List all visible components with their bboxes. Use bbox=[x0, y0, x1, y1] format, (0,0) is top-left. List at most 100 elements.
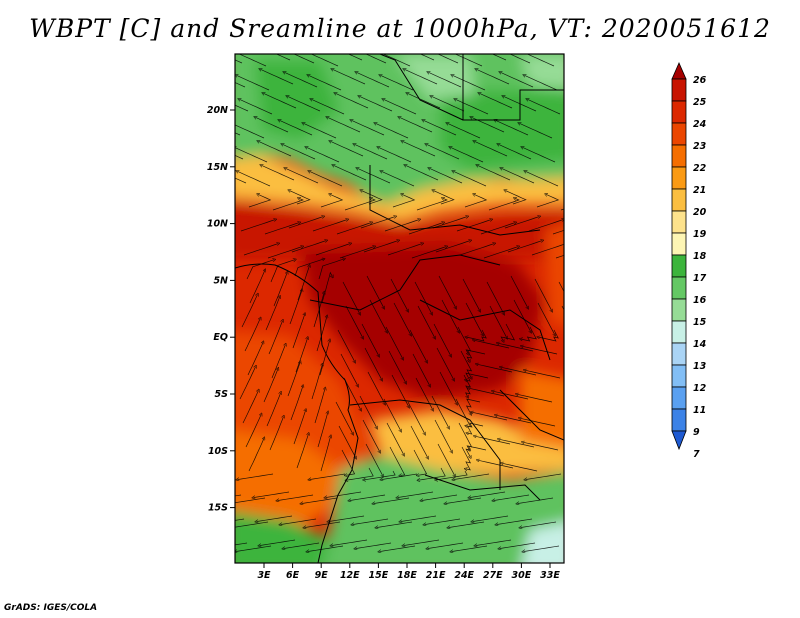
streamline bbox=[400, 515, 437, 522]
streamline bbox=[466, 372, 489, 381]
streamline bbox=[419, 467, 446, 480]
streamline bbox=[386, 422, 404, 455]
colorbar-segment bbox=[671, 320, 687, 344]
streamline bbox=[472, 412, 508, 421]
streamline bbox=[560, 208, 564, 211]
lon-tick-label: 21E bbox=[426, 570, 446, 581]
streamline bbox=[270, 260, 295, 283]
streamline bbox=[235, 542, 248, 546]
lat-tick-label: 15N bbox=[207, 162, 228, 173]
colorbar: 26 25 24 23 22 21 20 19 18 17 16 15 14 13 12 11 9 7 bbox=[671, 62, 707, 460]
streamline bbox=[500, 72, 534, 88]
streamline bbox=[437, 443, 455, 476]
streamline bbox=[301, 497, 338, 504]
streamline bbox=[318, 259, 344, 280]
streamline bbox=[375, 123, 409, 139]
streamline bbox=[320, 194, 344, 208]
streamline bbox=[475, 436, 511, 445]
streamline bbox=[521, 326, 537, 342]
streamline bbox=[267, 247, 302, 259]
streamline bbox=[381, 473, 418, 480]
colorbar-label: 14 bbox=[693, 339, 707, 350]
streamline bbox=[436, 470, 468, 480]
streamline bbox=[477, 165, 511, 181]
colorbar-segment bbox=[671, 298, 687, 322]
coastlines bbox=[235, 54, 564, 563]
streamline bbox=[522, 346, 558, 355]
streamline bbox=[524, 75, 558, 91]
streamline bbox=[354, 144, 388, 160]
streamline bbox=[332, 69, 366, 85]
streamline bbox=[236, 75, 270, 91]
streamline bbox=[360, 217, 395, 229]
streamline bbox=[421, 494, 458, 501]
streamline bbox=[517, 394, 553, 403]
footer-credit: GrADS: IGES/COLA bbox=[4, 603, 98, 613]
streamline bbox=[460, 350, 472, 378]
streamline bbox=[306, 147, 340, 163]
streamline bbox=[523, 442, 559, 451]
streamline bbox=[235, 155, 244, 160]
streamline bbox=[434, 419, 452, 452]
lon-tick-label: 30E bbox=[512, 570, 532, 581]
colorbar-label: 18 bbox=[693, 251, 707, 262]
streamline bbox=[311, 365, 322, 400]
streamline bbox=[392, 194, 416, 208]
streamline bbox=[424, 518, 461, 525]
wbpt-field bbox=[235, 54, 564, 563]
colorbar-label: 20 bbox=[693, 207, 707, 218]
streamline bbox=[317, 412, 328, 448]
streamline bbox=[493, 494, 530, 501]
streamline bbox=[277, 494, 314, 501]
streamline bbox=[235, 177, 247, 184]
colorbar-label: 26 bbox=[693, 75, 707, 86]
streamline bbox=[331, 539, 368, 546]
streamline bbox=[476, 69, 510, 85]
streamline bbox=[383, 398, 401, 431]
lat-tick-label: 5S bbox=[215, 389, 229, 400]
streamline bbox=[507, 241, 542, 253]
streamline bbox=[287, 362, 300, 397]
lat-tick-label: 5N bbox=[213, 275, 228, 286]
streamline bbox=[528, 220, 563, 232]
streamline bbox=[309, 171, 343, 187]
streamline bbox=[291, 241, 326, 253]
streamline bbox=[366, 275, 384, 308]
streamline bbox=[280, 518, 317, 525]
streamline bbox=[376, 521, 413, 528]
streamline bbox=[248, 194, 272, 208]
streamline bbox=[388, 350, 406, 383]
streamline bbox=[292, 314, 305, 349]
colorbar-label: 15 bbox=[693, 317, 707, 328]
streamline bbox=[344, 198, 376, 211]
streamline bbox=[513, 299, 531, 332]
streamline bbox=[501, 168, 535, 184]
streamline bbox=[290, 386, 303, 421]
streamline bbox=[419, 54, 435, 61]
streamline bbox=[296, 434, 309, 469]
streamline bbox=[385, 326, 403, 359]
colorbar-segment bbox=[671, 276, 687, 300]
colorbar-segment bbox=[671, 342, 687, 366]
streamline bbox=[266, 393, 281, 427]
streamline bbox=[451, 545, 488, 552]
streamline bbox=[289, 290, 302, 325]
streamline bbox=[522, 147, 556, 163]
streamline bbox=[349, 494, 386, 501]
streamline bbox=[365, 54, 387, 64]
streamline bbox=[304, 521, 341, 528]
streamline bbox=[555, 254, 564, 259]
streamline bbox=[523, 545, 560, 552]
streamline bbox=[525, 171, 559, 187]
streamline bbox=[333, 165, 367, 181]
streamline bbox=[465, 302, 483, 335]
streamline bbox=[459, 244, 494, 256]
streamline bbox=[433, 323, 451, 356]
streamline bbox=[235, 82, 246, 88]
streamline bbox=[258, 141, 292, 157]
streamline bbox=[407, 401, 425, 434]
streamline bbox=[235, 518, 245, 521]
streamline bbox=[285, 168, 319, 184]
streamline bbox=[472, 515, 509, 522]
streamline bbox=[335, 401, 353, 434]
